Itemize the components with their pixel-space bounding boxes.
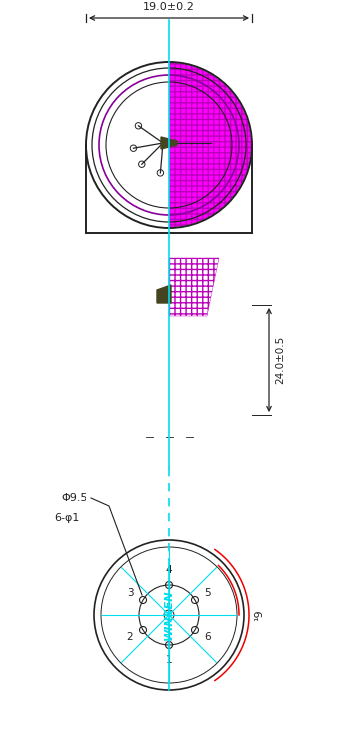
Text: 4: 4 bbox=[166, 565, 172, 575]
Bar bbox=[145, 403, 152, 468]
Bar bbox=[125, 273, 134, 315]
Polygon shape bbox=[157, 285, 171, 303]
Text: 24.0±0.5: 24.0±0.5 bbox=[275, 336, 285, 384]
Text: 1: 1 bbox=[166, 655, 172, 665]
Text: Size unit: mm: Size unit: mm bbox=[121, 718, 217, 732]
Bar bbox=[166, 403, 172, 468]
Bar bbox=[86, 233, 252, 737]
Polygon shape bbox=[169, 258, 219, 316]
Text: 6-φ1: 6-φ1 bbox=[54, 513, 79, 523]
Text: ¹9: ¹9 bbox=[254, 609, 264, 621]
Text: 2: 2 bbox=[127, 632, 134, 643]
Text: Φ9.5: Φ9.5 bbox=[61, 493, 88, 503]
Text: 5: 5 bbox=[204, 587, 211, 598]
Bar bbox=[119, 390, 219, 403]
Bar bbox=[186, 403, 193, 468]
Polygon shape bbox=[161, 137, 177, 149]
Bar bbox=[112, 312, 226, 332]
Bar bbox=[122, 332, 216, 345]
Text: 19.0±0.2: 19.0±0.2 bbox=[143, 2, 195, 12]
Bar bbox=[112, 273, 121, 315]
Bar bbox=[84, 67, 169, 233]
Text: 45°: 45° bbox=[191, 527, 211, 537]
Bar bbox=[138, 273, 147, 315]
Text: WINSEN: WINSEN bbox=[164, 590, 174, 640]
Wedge shape bbox=[169, 63, 251, 227]
Text: 3: 3 bbox=[127, 587, 134, 598]
Bar bbox=[112, 345, 226, 390]
Text: 6: 6 bbox=[204, 632, 211, 643]
